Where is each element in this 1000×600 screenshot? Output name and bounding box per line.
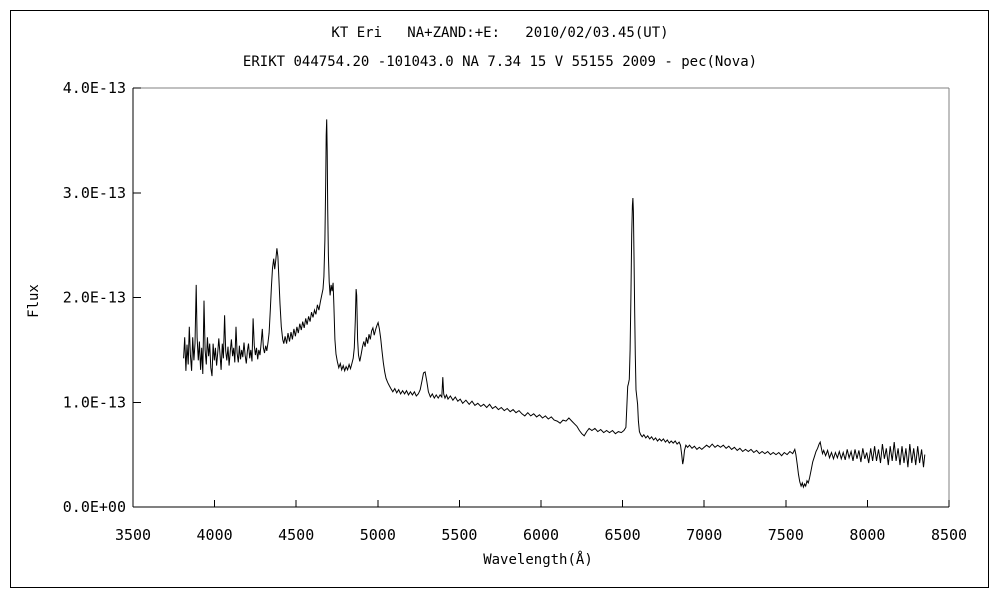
- y-tick-label: 2.0E-13: [63, 289, 126, 307]
- x-tick-label: 6500: [605, 526, 641, 544]
- y-tick-label: 0.0E+00: [63, 498, 126, 516]
- chart-title: KT Eri NA+ZAND:+E: 2010/02/03.45(UT): [331, 25, 669, 41]
- axis-ticks: [132, 87, 950, 508]
- y-tick-label: 1.0E-13: [63, 393, 126, 411]
- y-axis-label: Flux: [26, 284, 42, 318]
- x-tick-label: 8000: [849, 526, 885, 544]
- x-tick-label: 5000: [360, 526, 396, 544]
- x-tick-label: 3500: [115, 526, 151, 544]
- plot-frame: [132, 87, 950, 508]
- x-tick-label: 4500: [278, 526, 314, 544]
- x-tick-label: 6000: [523, 526, 559, 544]
- x-tick-label: 5500: [441, 526, 477, 544]
- figure-border: [10, 10, 989, 588]
- y-tick-label: 4.0E-13: [63, 79, 126, 97]
- axis-tick-labels: 3500 4000 4500 5000 5500 6000 6500 7000 7500 8000…: [63, 79, 967, 544]
- x-axis-label: Wavelength(Å): [483, 551, 593, 568]
- x-tick-label: 8500: [931, 526, 967, 544]
- x-tick-label: 4000: [197, 526, 233, 544]
- chart-subtitle: ERIKT 044754.20 -101043.0 NA 7.34 15 V 5…: [242, 54, 758, 70]
- x-tick-label: 7000: [686, 526, 722, 544]
- x-tick-label: 7500: [768, 526, 804, 544]
- spectrum-line: [183, 119, 926, 489]
- y-tick-label: 3.0E-13: [63, 184, 126, 202]
